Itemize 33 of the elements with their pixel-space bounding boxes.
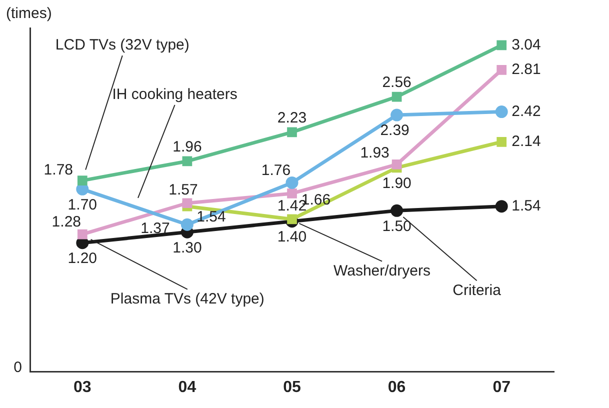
text: Washer/dryers (334, 262, 430, 280)
data-label: 1.93 (360, 144, 390, 162)
text: Plasma TVs (42V type) (110, 290, 264, 308)
y-axis-title: (times) (6, 5, 52, 22)
data-label: 2.42 (512, 102, 541, 120)
data-label: 1.76 (261, 162, 291, 179)
data-label: 1.57 (168, 181, 198, 198)
x-tick-label: 06 (388, 378, 406, 396)
data-label: 2.23 (277, 109, 307, 126)
data-label: 1.40 (277, 228, 307, 246)
data-label: 2.39 (380, 122, 410, 140)
data-label: 1.90 (382, 174, 412, 192)
data-label: 1.54 (512, 197, 541, 214)
data-label: 1.70 (68, 196, 97, 214)
x-tick-label: 03 (74, 378, 92, 396)
data-label: 1.20 (68, 250, 97, 268)
text: IH cooking heaters (112, 86, 238, 104)
data-label: 2.14 (512, 133, 541, 150)
data-label: 1.78 (44, 162, 73, 179)
text: Criteria (452, 282, 502, 299)
text: LCD TVs (32V type) (55, 36, 190, 54)
data-label: 1.96 (172, 138, 202, 156)
data-label: 3.04 (512, 36, 541, 54)
data-label: 2.81 (512, 61, 541, 78)
x-tick-label: 04 (178, 378, 196, 396)
x-tick-label: 05 (283, 378, 301, 396)
data-label: 1.30 (172, 239, 202, 256)
data-label: 1.37 (140, 220, 170, 237)
x-tick-label: 07 (492, 378, 511, 396)
text: 0 (14, 358, 22, 376)
data-label: 2.56 (382, 74, 412, 91)
data-label: 1.50 (382, 218, 412, 235)
data-label: 1.28 (52, 213, 81, 230)
